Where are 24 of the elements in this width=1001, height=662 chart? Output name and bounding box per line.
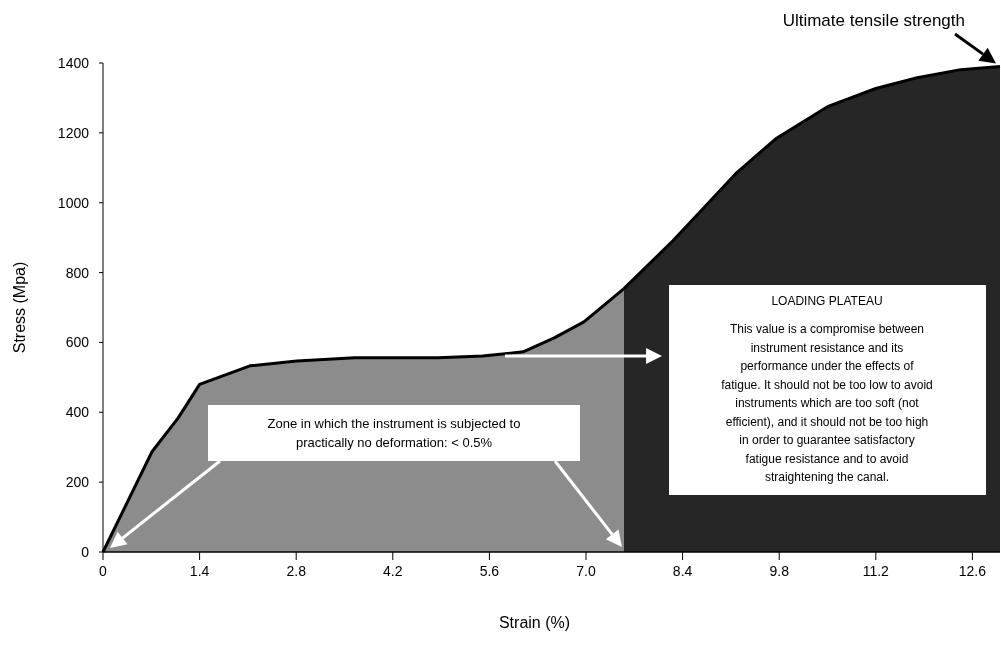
y-axis-title: Stress (Mpa) <box>11 261 28 354</box>
x-tick-label: 0 <box>99 563 108 579</box>
x-tick-label: 12.6 <box>958 563 987 579</box>
x-tick-label: 11.2 <box>862 563 890 579</box>
x-tick-label: 1.4 <box>189 563 210 579</box>
x-tick-label: 5.6 <box>479 563 500 579</box>
x-tick-label: 4.2 <box>383 563 403 579</box>
y-tick-label: 1400 <box>57 55 90 71</box>
y-tick-label: 200 <box>65 474 90 491</box>
y-tick-label: 0 <box>81 544 90 560</box>
y-tick-label: 800 <box>65 264 90 281</box>
text: This value is a compromise between instrument resistance and its performance under the effects of fatigue. It should not be too low to avoid instruments which are too soft (not efficient), and it should not be too high in order to guarantee satisfactory fatigue resistance and to avoid straightening the canal. <box>721 322 933 484</box>
y-tick-label: 1000 <box>57 194 90 211</box>
y-tick-label: 600 <box>65 334 90 351</box>
annotation: Ultimate tensile strength <box>782 11 965 30</box>
x-tick-label: 8.4 <box>672 563 693 579</box>
x-tick-label: 9.8 <box>769 563 790 579</box>
x-tick-label: 7.0 <box>576 563 596 579</box>
x-axis-title: Strain (%) <box>498 614 571 631</box>
y-tick-label: 400 <box>65 404 90 421</box>
y-tick-label: 1200 <box>57 124 90 141</box>
annotation: LOADING PLATEAU <box>771 294 883 308</box>
x-tick-label: 2.8 <box>286 563 307 579</box>
annotation: Zone in which the instrument is subjected to practically no deformation: < 0.5% <box>267 416 521 450</box>
